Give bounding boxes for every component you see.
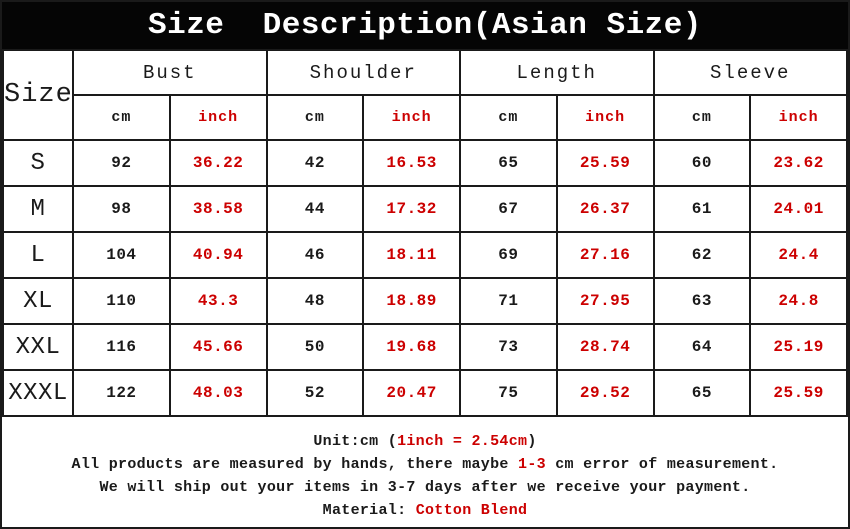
table-unit-header-row: cm inch cm inch cm inch cm inch <box>3 94 848 141</box>
value-cell: 45.66 <box>168 323 268 371</box>
size-label: XL <box>2 277 74 325</box>
value-cell: 25.59 <box>749 369 848 417</box>
value-cell: 61 <box>652 185 752 233</box>
value-cell: 18.89 <box>362 277 461 325</box>
value-cell: 48 <box>265 277 365 325</box>
unit-conversion-value: 1inch = 2.54cm <box>397 433 528 450</box>
value-cell: 69 <box>459 231 558 279</box>
value-cell: 29.52 <box>555 369 655 417</box>
unit-header-cm: cm <box>265 94 365 141</box>
unit-header-inch: inch <box>749 94 848 141</box>
measurement-note-text: All products are measured by hands, ther… <box>71 456 519 473</box>
value-cell: 60 <box>652 139 752 187</box>
value-cell: 65 <box>652 369 752 417</box>
value-cell: 92 <box>72 139 171 187</box>
value-cell: 73 <box>459 323 558 371</box>
size-label: XXXL <box>2 369 74 417</box>
size-column-header: Size <box>2 49 74 141</box>
material-value: Cotton Blend <box>415 502 528 519</box>
size-label: XXL <box>2 323 74 371</box>
value-cell: 122 <box>72 369 171 417</box>
value-cell: 44 <box>265 185 365 233</box>
unit-header-cm: cm <box>652 94 752 141</box>
value-cell: 20.47 <box>362 369 461 417</box>
column-header-shoulder: Shoulder <box>265 49 461 96</box>
value-cell: 27.16 <box>555 231 655 279</box>
value-cell: 25.19 <box>749 323 848 371</box>
value-cell: 64 <box>652 323 752 371</box>
shipping-note: We will ship out your items in 3-7 days … <box>99 476 750 499</box>
value-cell: 52 <box>265 369 365 417</box>
measurement-error-note: All products are measured by hands, ther… <box>72 453 779 476</box>
value-cell: 24.01 <box>749 185 848 233</box>
unit-header-inch: inch <box>555 94 655 141</box>
value-cell: 36.22 <box>168 139 268 187</box>
unit-note-text: ) <box>527 433 537 450</box>
table-row: S 92 36.22 42 16.53 65 25.59 60 23.62 <box>2 139 848 187</box>
measurement-note-text: cm error of measurement. <box>545 456 779 473</box>
value-cell: 67 <box>459 185 558 233</box>
value-cell: 63 <box>652 277 752 325</box>
error-range-value: 1-3 <box>518 456 546 473</box>
footer-notes: Unit:cm (1inch = 2.54cm) All products ar… <box>2 417 848 527</box>
table-row: XXL 116 45.66 50 19.68 73 28.74 64 25.19 <box>2 323 848 371</box>
value-cell: 116 <box>72 323 171 371</box>
value-cell: 65 <box>459 139 558 187</box>
value-cell: 16.53 <box>362 139 461 187</box>
value-cell: 24.8 <box>749 277 848 325</box>
size-label: L <box>2 231 74 279</box>
column-header-bust: Bust <box>72 49 268 96</box>
value-cell: 17.32 <box>362 185 461 233</box>
value-cell: 27.95 <box>555 277 655 325</box>
value-cell: 104 <box>72 231 171 279</box>
value-cell: 50 <box>265 323 365 371</box>
value-cell: 25.59 <box>555 139 655 187</box>
column-header-length: Length <box>459 49 655 96</box>
value-cell: 42 <box>265 139 365 187</box>
value-cell: 46 <box>265 231 365 279</box>
page-title: Size Description(Asian Size) <box>2 2 848 49</box>
value-cell: 75 <box>459 369 558 417</box>
size-label: M <box>2 185 74 233</box>
column-header-sleeve: Sleeve <box>652 49 848 96</box>
unit-header-cm: cm <box>72 94 171 141</box>
value-cell: 48.03 <box>168 369 268 417</box>
table-row: L 104 40.94 46 18.11 69 27.16 62 24.4 <box>2 231 848 279</box>
unit-header-inch: inch <box>168 94 268 141</box>
unit-note: Unit:cm (1inch = 2.54cm) <box>313 430 536 453</box>
shipping-note-text: We will ship out your items in 3-7 days … <box>99 479 751 496</box>
table-row: XL 110 43.3 48 18.89 71 27.95 63 24.8 <box>2 277 848 325</box>
value-cell: 26.37 <box>555 185 655 233</box>
size-label: S <box>2 139 74 187</box>
value-cell: 43.3 <box>168 277 268 325</box>
unit-note-text: Unit:cm ( <box>313 433 398 450</box>
value-cell: 62 <box>652 231 752 279</box>
value-cell: 71 <box>459 277 558 325</box>
value-cell: 110 <box>72 277 171 325</box>
material-label: Material: <box>322 502 416 519</box>
value-cell: 24.4 <box>749 231 848 279</box>
material-note: Material: Cotton Blend <box>323 499 528 522</box>
value-cell: 38.58 <box>168 185 268 233</box>
value-cell: 23.62 <box>749 139 848 187</box>
table-group-header-row: Size Bust Shoulder Length Sleeve <box>2 49 848 141</box>
value-cell: 19.68 <box>362 323 461 371</box>
unit-header-cm: cm <box>459 94 558 141</box>
table-row: XXXL 122 48.03 52 20.47 75 29.52 65 25.5… <box>2 369 848 417</box>
value-cell: 28.74 <box>555 323 655 371</box>
value-cell: 40.94 <box>168 231 268 279</box>
table-row: M 98 38.58 44 17.32 67 26.37 61 24.01 <box>2 185 848 233</box>
unit-header-inch: inch <box>362 94 461 141</box>
size-table: Size Bust Shoulder Length Sleeve cm inch… <box>2 49 848 417</box>
value-cell: 98 <box>72 185 171 233</box>
value-cell: 18.11 <box>362 231 461 279</box>
